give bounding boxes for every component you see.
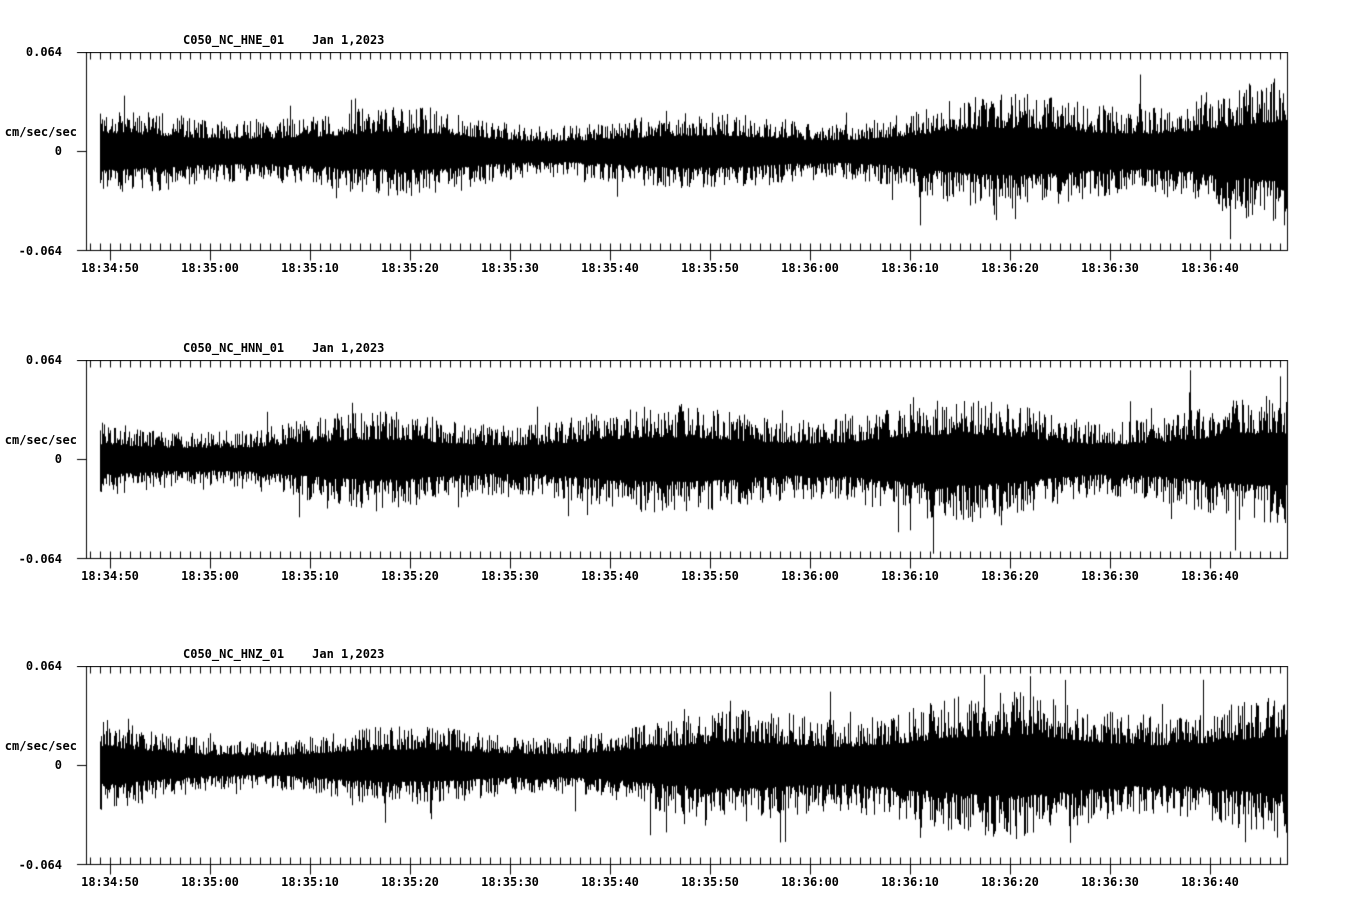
x-axis-tick-label: 18:36:20 (981, 261, 1039, 275)
waveform-canvas-hnn (76, 360, 1298, 572)
plot-title-station: C050_NC_HNE_01 (183, 33, 285, 47)
waveform-canvas-hnz (76, 666, 1298, 878)
x-axis-tick-label: 18:35:30 (481, 875, 539, 889)
y-axis-min-label: -0.064 (18, 244, 62, 258)
x-axis-tick-label: 18:36:00 (781, 261, 839, 275)
x-axis-labels: 18:34:50 18:35:00 18:35:10 18:35:20 18:35:30… (0, 875, 1358, 891)
x-axis-labels: 18:34:50 18:35:00 18:35:10 18:35:20 18:35:30… (0, 569, 1358, 585)
x-axis-tick-label: 18:34:50 (81, 875, 139, 889)
y-axis-max-label: 0.064 (25, 353, 62, 367)
y-axis-unit-label: cm/sec/sec (4, 739, 77, 753)
x-axis-tick-label: 18:36:30 (1081, 261, 1139, 275)
y-axis-unit-label: cm/sec/sec (4, 433, 77, 447)
x-axis-tick-label: 18:36:20 (981, 875, 1039, 889)
x-axis-tick-label: 18:36:10 (881, 875, 939, 889)
x-axis-tick-label: 18:35:00 (181, 875, 239, 889)
y-axis-min-label: -0.064 (18, 552, 62, 566)
plot-title: C050_NC_HNE_01 Jan 1,2023 (183, 33, 384, 47)
x-axis-tick-label: 18:36:00 (781, 875, 839, 889)
waveform-canvas-hne (76, 52, 1298, 264)
x-axis-tick-label: 18:35:00 (181, 261, 239, 275)
x-axis-tick-label: 18:35:40 (581, 261, 639, 275)
x-axis-tick-label: 18:35:00 (181, 569, 239, 583)
x-axis-tick-label: 18:35:10 (281, 261, 339, 275)
x-axis-tick-label: 18:34:50 (81, 569, 139, 583)
x-axis-labels: 18:34:50 18:35:00 18:35:10 18:35:20 18:35:30… (0, 261, 1358, 277)
x-axis-tick-label: 18:34:50 (81, 261, 139, 275)
y-axis-zero-label: 0 (54, 144, 62, 158)
x-axis-tick-label: 18:35:20 (381, 569, 439, 583)
y-axis-max-label: 0.064 (25, 659, 62, 673)
x-axis-tick-label: 18:35:10 (281, 569, 339, 583)
x-axis-tick-label: 18:36:30 (1081, 569, 1139, 583)
plot-title-station: C050_NC_HNN_01 (183, 341, 285, 355)
x-axis-tick-label: 18:35:50 (681, 569, 739, 583)
x-axis-tick-label: 18:36:10 (881, 261, 939, 275)
plot-title-station: C050_NC_HNZ_01 (183, 647, 285, 661)
plot-title-date: Jan 1,2023 (312, 647, 385, 661)
x-axis-tick-label: 18:35:20 (381, 261, 439, 275)
x-axis-tick-label: 18:36:10 (881, 569, 939, 583)
x-axis-tick-label: 18:35:40 (581, 875, 639, 889)
x-axis-tick-label: 18:35:30 (481, 261, 539, 275)
x-axis-tick-label: 18:36:40 (1181, 569, 1239, 583)
plot-title: C050_NC_HNZ_01 Jan 1,2023 (183, 647, 384, 661)
x-axis-tick-label: 18:35:40 (581, 569, 639, 583)
x-axis-tick-label: 18:36:40 (1181, 875, 1239, 889)
y-axis-unit-label: cm/sec/sec (4, 125, 77, 139)
x-axis-tick-label: 18:36:20 (981, 569, 1039, 583)
plot-title: C050_NC_HNN_01 Jan 1,2023 (183, 341, 384, 355)
y-axis-min-label: -0.064 (18, 858, 62, 872)
y-axis-zero-label: 0 (54, 452, 62, 466)
x-axis-tick-label: 18:36:00 (781, 569, 839, 583)
x-axis-tick-label: 18:35:20 (381, 875, 439, 889)
plot-title-date: Jan 1,2023 (312, 341, 385, 355)
x-axis-tick-label: 18:36:30 (1081, 875, 1139, 889)
x-axis-tick-label: 18:35:50 (681, 261, 739, 275)
y-axis-max-label: 0.064 (25, 45, 62, 59)
plot-title-date: Jan 1,2023 (312, 33, 385, 47)
x-axis-tick-label: 18:35:50 (681, 875, 739, 889)
y-axis-zero-label: 0 (54, 758, 62, 772)
x-axis-tick-label: 18:35:30 (481, 569, 539, 583)
x-axis-tick-label: 18:36:40 (1181, 261, 1239, 275)
x-axis-tick-label: 18:35:10 (281, 875, 339, 889)
